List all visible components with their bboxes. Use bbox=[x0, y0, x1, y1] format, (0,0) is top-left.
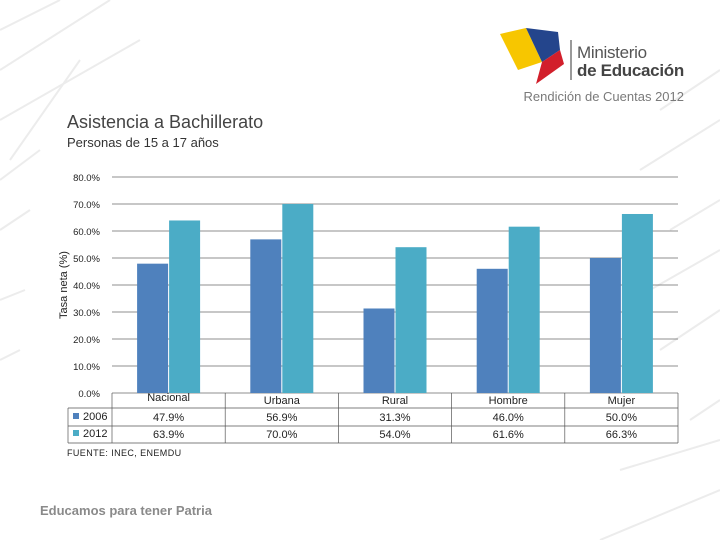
data-label: 61.6% bbox=[493, 429, 524, 441]
bar-2012-nacional bbox=[169, 220, 201, 393]
bar-2012-rural bbox=[395, 247, 427, 393]
y-tick-label: 80.0% bbox=[73, 173, 100, 184]
y-tick-label: 40.0% bbox=[73, 281, 100, 292]
bar-2006-rural bbox=[363, 308, 395, 393]
data-label: 46.0% bbox=[493, 412, 524, 424]
legend-swatch-2012 bbox=[73, 430, 79, 436]
bar-2006-nacional bbox=[137, 263, 169, 393]
y-tick-label: 0.0% bbox=[78, 389, 100, 400]
bar-2012-mujer bbox=[621, 213, 653, 393]
legend-label: 2006 bbox=[83, 411, 107, 423]
data-label: 56.9% bbox=[266, 412, 297, 424]
y-axis-title: Tasa neta (%) bbox=[58, 251, 70, 319]
legend-swatch-2006 bbox=[73, 413, 79, 419]
data-label: 66.3% bbox=[606, 429, 637, 441]
data-label: 31.3% bbox=[379, 412, 410, 424]
y-tick-label: 50.0% bbox=[73, 254, 100, 265]
data-label: 54.0% bbox=[379, 429, 410, 441]
category-label: Mujer bbox=[608, 395, 636, 407]
footer-slogan: Educamos para tener Patria bbox=[40, 503, 212, 518]
bar-2006-hombre bbox=[476, 268, 508, 393]
category-label: Rural bbox=[382, 395, 408, 407]
chart-subtitle: Personas de 15 a 17 años bbox=[67, 135, 219, 150]
bar-2012-urbana bbox=[282, 204, 314, 393]
ministry-logo-text: Ministerio de Educación bbox=[577, 44, 684, 80]
data-label: 50.0% bbox=[606, 412, 637, 424]
tagline: Rendición de Cuentas 2012 bbox=[523, 89, 684, 104]
bar-2006-mujer bbox=[589, 258, 621, 393]
y-tick-label: 30.0% bbox=[73, 308, 100, 319]
data-label: 70.0% bbox=[266, 429, 297, 441]
data-label: 63.9% bbox=[153, 429, 184, 441]
y-tick-label: 10.0% bbox=[73, 362, 100, 373]
data-label: 47.9% bbox=[153, 412, 184, 424]
category-label: Nacional bbox=[147, 392, 190, 404]
y-tick-label: 70.0% bbox=[73, 200, 100, 211]
y-tick-label: 20.0% bbox=[73, 335, 100, 346]
y-tick-label: 60.0% bbox=[73, 227, 100, 238]
bar-2012-hombre bbox=[508, 226, 540, 393]
ministry-logo bbox=[500, 28, 572, 84]
category-label: Urbana bbox=[264, 395, 301, 407]
legend-label: 2012 bbox=[83, 428, 107, 440]
logo-line2: de Educación bbox=[577, 61, 684, 80]
logo-line1: Ministerio bbox=[577, 43, 647, 62]
chart-title: Asistencia a Bachillerato bbox=[67, 112, 264, 132]
category-label: Hombre bbox=[489, 395, 528, 407]
source-note: FUENTE: INEC, ENEMDU bbox=[67, 448, 182, 458]
bar-2006-urbana bbox=[250, 239, 282, 393]
